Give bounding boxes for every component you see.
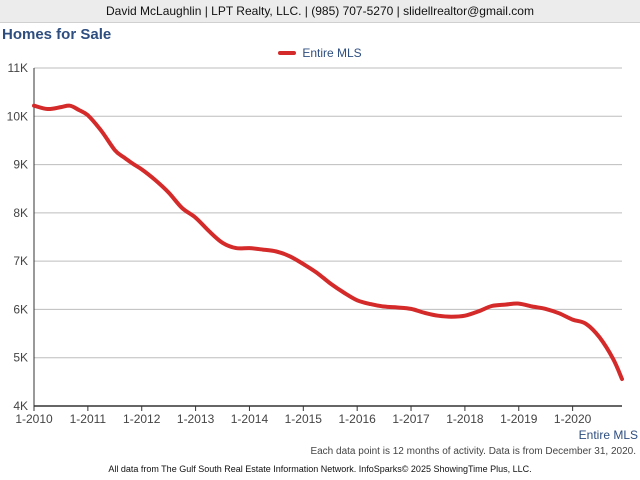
x-tick-label: 1-2020 (554, 412, 592, 426)
y-tick-label: 5K (13, 351, 28, 365)
credits-line: All data from The Gulf South Real Estate… (108, 464, 532, 474)
y-tick-label: 11K (8, 61, 28, 75)
x-tick-label: 1-2014 (231, 412, 269, 426)
x-tick-label: 1-2016 (338, 412, 376, 426)
header-bar: David McLaughlin | LPT Realty, LLC. | (9… (0, 0, 640, 23)
page-title: Homes for Sale (2, 26, 112, 43)
series-line-entire-mls (32, 103, 624, 381)
chart-legend: Entire MLS (0, 46, 640, 60)
x-tick-label: 1-2019 (500, 412, 538, 426)
y-tick-label: 10K (7, 109, 28, 123)
x-tick-label: 1-2011 (70, 412, 107, 426)
series-end-label: Entire MLS (578, 428, 638, 442)
x-tick-label: 1-2010 (15, 412, 53, 426)
x-tick-label: 1-2017 (392, 412, 430, 426)
contact-line: David McLaughlin | LPT Realty, LLC. | (9… (106, 4, 534, 18)
y-tick-label: 7K (13, 254, 28, 268)
legend-label: Entire MLS (302, 46, 362, 60)
legend-swatch (278, 51, 297, 55)
y-tick-label: 8K (13, 206, 28, 220)
x-tick-label: 1-2015 (285, 412, 323, 426)
x-tick-label: 1-2012 (123, 412, 161, 426)
y-tick-label: 4K (13, 399, 28, 413)
data-footnote: Each data point is 12 months of activity… (310, 446, 636, 457)
x-tick-label: 1-2013 (177, 412, 215, 426)
y-tick-label: 6K (13, 302, 28, 316)
y-tick-label: 9K (13, 158, 28, 172)
x-tick-label: 1-2018 (446, 412, 484, 426)
